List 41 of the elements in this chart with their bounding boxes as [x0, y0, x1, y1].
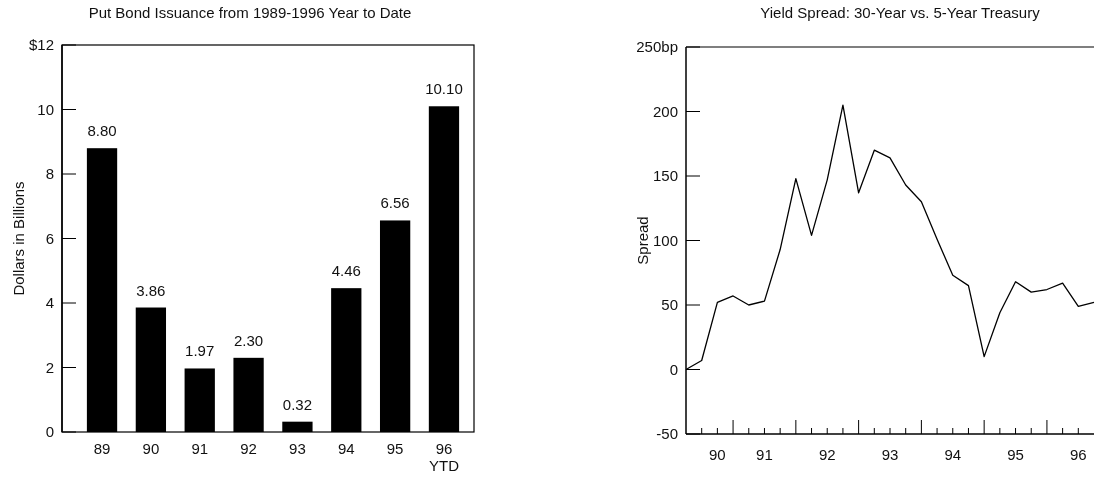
y-axis-title: Dollars in Billions [10, 181, 27, 296]
y-tick-label: $12 [28, 36, 54, 54]
y-tick-label: -50 [656, 425, 678, 443]
y-tick-label: 50 [661, 296, 678, 314]
y-axis-title: Spread [634, 216, 651, 265]
x-tick-label: 96 YTD [428, 440, 460, 474]
x-tick-label: 95 [386, 440, 404, 457]
x-tick-label: 92 [240, 440, 257, 457]
x-tick-label: 91 [191, 440, 209, 457]
y-tick-label: 10 [37, 100, 54, 118]
data-label: 8.80 [87, 122, 117, 140]
x-tick-label: 94 [337, 440, 355, 457]
data-label: 0.32 [282, 395, 313, 413]
data-label: 1.97 [185, 342, 215, 360]
data-label: 6.56 [380, 194, 410, 212]
x-tick-label: 90 [142, 440, 160, 457]
data-label: 4.46 [331, 262, 361, 280]
x-tick-label: 95 [1007, 446, 1024, 463]
y-tick-label: 100 [652, 231, 678, 249]
y-tick-label: 4 [45, 294, 54, 312]
y-tick-label: 250bp [636, 38, 678, 56]
data-label: 10.10 [425, 80, 463, 98]
data-label: 2.30 [233, 331, 264, 349]
x-tick-label: 93 [289, 440, 306, 457]
y-tick-label: 6 [45, 229, 54, 247]
y-tick-label: 200 [652, 102, 678, 120]
x-tick-label: 92 [818, 446, 836, 463]
chart-title: Yield Spread: 30-Year vs. 5-Year Treasury [760, 4, 1041, 21]
x-tick-label: 91 [756, 446, 773, 463]
data-label: 3.86 [136, 281, 166, 299]
y-tick-label: 8 [45, 165, 54, 183]
x-tick-label: 90 [709, 446, 726, 463]
y-tick-label: 150 [652, 167, 678, 185]
y-tick-label: 2 [45, 358, 54, 376]
y-tick-label: 0 [45, 423, 54, 441]
x-tick-label: 93 [881, 446, 899, 463]
chart-title: Put Bond Issuance from 1989-1996 Year to Date [88, 4, 412, 21]
x-tick-label: 94 [944, 446, 962, 463]
y-tick-label: 0 [669, 360, 678, 378]
x-tick-label: 96 [1069, 446, 1087, 463]
x-tick-label: 89 [93, 440, 111, 457]
